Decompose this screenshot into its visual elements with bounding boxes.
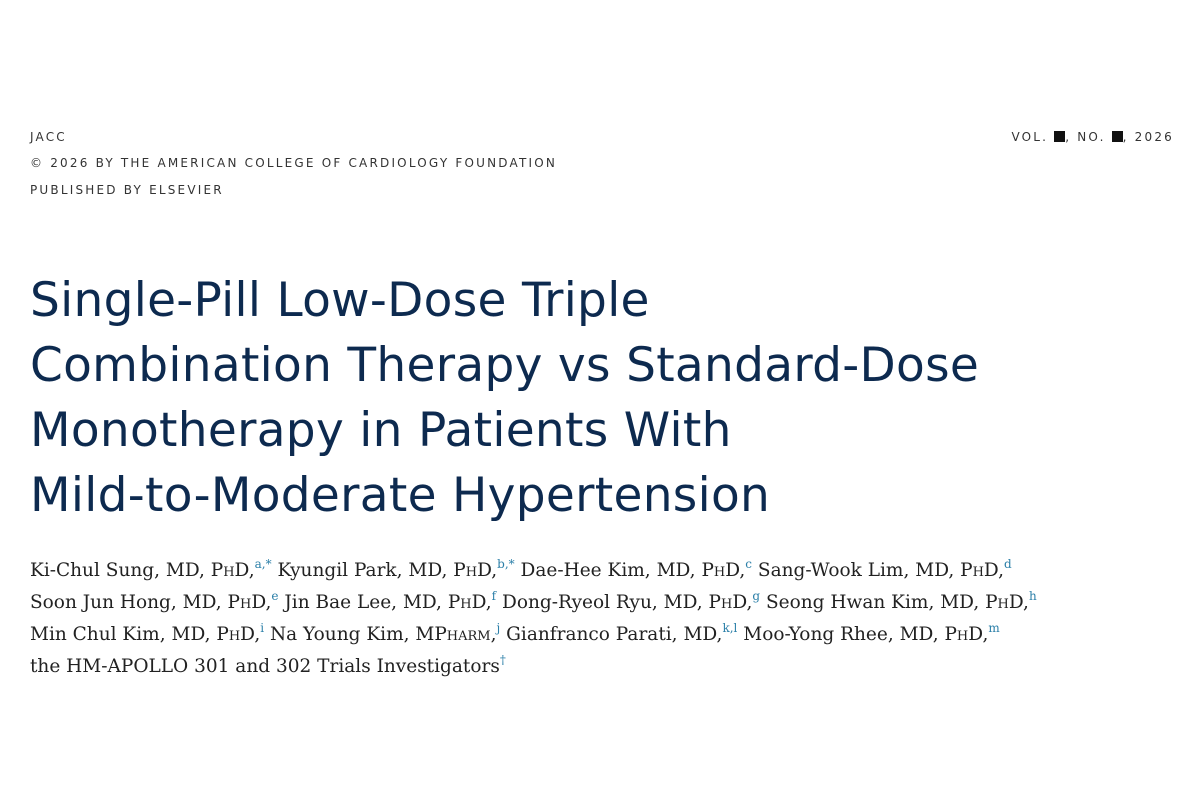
- title-line: Monotherapy in Patients With: [30, 403, 732, 458]
- author: Jin Bae Lee, MD, PhD,f: [284, 589, 497, 613]
- affiliation-link[interactable]: e: [271, 589, 279, 603]
- author-name: Ki-Chul Sung,: [30, 560, 160, 581]
- author-name: Dong-Ryeol Ryu,: [502, 592, 658, 613]
- affiliation-link[interactable]: m: [988, 621, 1000, 635]
- affiliation-link[interactable]: c: [745, 557, 753, 571]
- volume-placeholder-block: [1054, 131, 1066, 142]
- author-name: Dae-Hee Kim,: [520, 560, 651, 581]
- title-line: Combination Therapy vs Standard-Dose: [30, 338, 980, 393]
- author-line: Soon Jun Hong, MD, PhD,e Jin Bae Lee, MD…: [30, 587, 1037, 619]
- group-author-footnote-link[interactable]: †: [499, 653, 506, 667]
- author: Gianfranco Parati, MD,k,l: [506, 621, 738, 645]
- journal-name: JACC: [30, 130, 67, 144]
- author-degrees: MD, PhD,: [940, 592, 1029, 613]
- author-degrees: MD, PhD,: [408, 560, 498, 581]
- author-name: Seong Hwan Kim,: [765, 592, 935, 613]
- copyright-line: © 2026 BY THE AMERICAN COLLEGE OF CARDIO…: [30, 156, 558, 170]
- author-degrees: MD, PhD,: [171, 624, 261, 645]
- author-name: Min Chul Kim,: [30, 624, 166, 645]
- author: Ki-Chul Sung, MD, PhD,a,*: [30, 557, 272, 581]
- author: Dae-Hee Kim, MD, PhD,c: [520, 557, 753, 581]
- affiliation-link[interactable]: j: [496, 621, 501, 635]
- author-list: Ki-Chul Sung, MD, PhD,a,* Kyungil Park, …: [30, 555, 1037, 683]
- author-name: Kyungil Park,: [277, 560, 403, 581]
- affiliation-link[interactable]: i: [260, 621, 265, 635]
- affiliation-link[interactable]: a,*: [254, 557, 272, 571]
- author-line: Min Chul Kim, MD, PhD,i Na Young Kim, MP…: [30, 619, 1037, 651]
- author-name: Soon Jun Hong,: [30, 592, 177, 613]
- author: Kyungil Park, MD, PhD,b,*: [277, 557, 515, 581]
- year: , 2026: [1122, 130, 1174, 144]
- author: Moo-Yong Rhee, MD, PhD,m: [743, 621, 1000, 645]
- author-degrees: MD, PhD,: [663, 592, 753, 613]
- author-name: Sang-Wook Lim,: [757, 560, 910, 581]
- issue-placeholder-block: [1111, 131, 1123, 142]
- author-degrees: MD, PhD,: [182, 592, 272, 613]
- affiliation-link[interactable]: k,l: [722, 621, 738, 635]
- author-degrees: MD, PhD,: [165, 560, 255, 581]
- author-name: Moo-Yong Rhee,: [743, 624, 894, 645]
- affiliation-link[interactable]: g: [752, 589, 761, 603]
- author-name: Jin Bae Lee,: [284, 592, 398, 613]
- author-degrees: MD, PhD,: [402, 592, 492, 613]
- author-name: Na Young Kim,: [269, 624, 410, 645]
- title-line: Single-Pill Low-Dose Triple: [30, 273, 650, 328]
- title-line: Mild-to-Moderate Hypertension: [30, 468, 771, 523]
- author: Soon Jun Hong, MD, PhD,e: [30, 589, 279, 613]
- vol-label: VOL.: [1011, 130, 1049, 144]
- author: Sang-Wook Lim, MD, PhD,d: [757, 557, 1012, 581]
- affiliation-link[interactable]: d: [1003, 557, 1012, 571]
- affiliation-link[interactable]: h: [1028, 589, 1037, 603]
- no-label: , NO.: [1065, 130, 1106, 144]
- author: Seong Hwan Kim, MD, PhD,h: [765, 589, 1037, 613]
- author-line: Ki-Chul Sung, MD, PhD,a,* Kyungil Park, …: [30, 555, 1037, 587]
- author-degrees: MPharm,: [415, 624, 497, 645]
- article-title: Single-Pill Low-Dose Triple Combination …: [30, 268, 1130, 528]
- author-name: Gianfranco Parati,: [506, 624, 678, 645]
- group-author: the HM-APOLLO 301 and 302 Trials Investi…: [30, 651, 1037, 683]
- author: Na Young Kim, MPharm,j: [269, 621, 501, 645]
- author-degrees: MD, PhD,: [915, 560, 1004, 581]
- author: Dong-Ryeol Ryu, MD, PhD,g: [502, 589, 761, 613]
- author-degrees: MD, PhD,: [899, 624, 989, 645]
- affiliation-link[interactable]: f: [491, 589, 497, 603]
- group-author-name: the HM-APOLLO 301 and 302 Trials Investi…: [30, 656, 500, 677]
- author: Min Chul Kim, MD, PhD,i: [30, 621, 265, 645]
- publisher-line: PUBLISHED BY ELSEVIER: [30, 183, 224, 197]
- author-degrees: MD,: [683, 624, 723, 645]
- volume-info: VOL. , NO. , 2026: [1011, 130, 1174, 144]
- affiliation-link[interactable]: b,*: [497, 557, 515, 571]
- author-degrees: MD, PhD,: [656, 560, 746, 581]
